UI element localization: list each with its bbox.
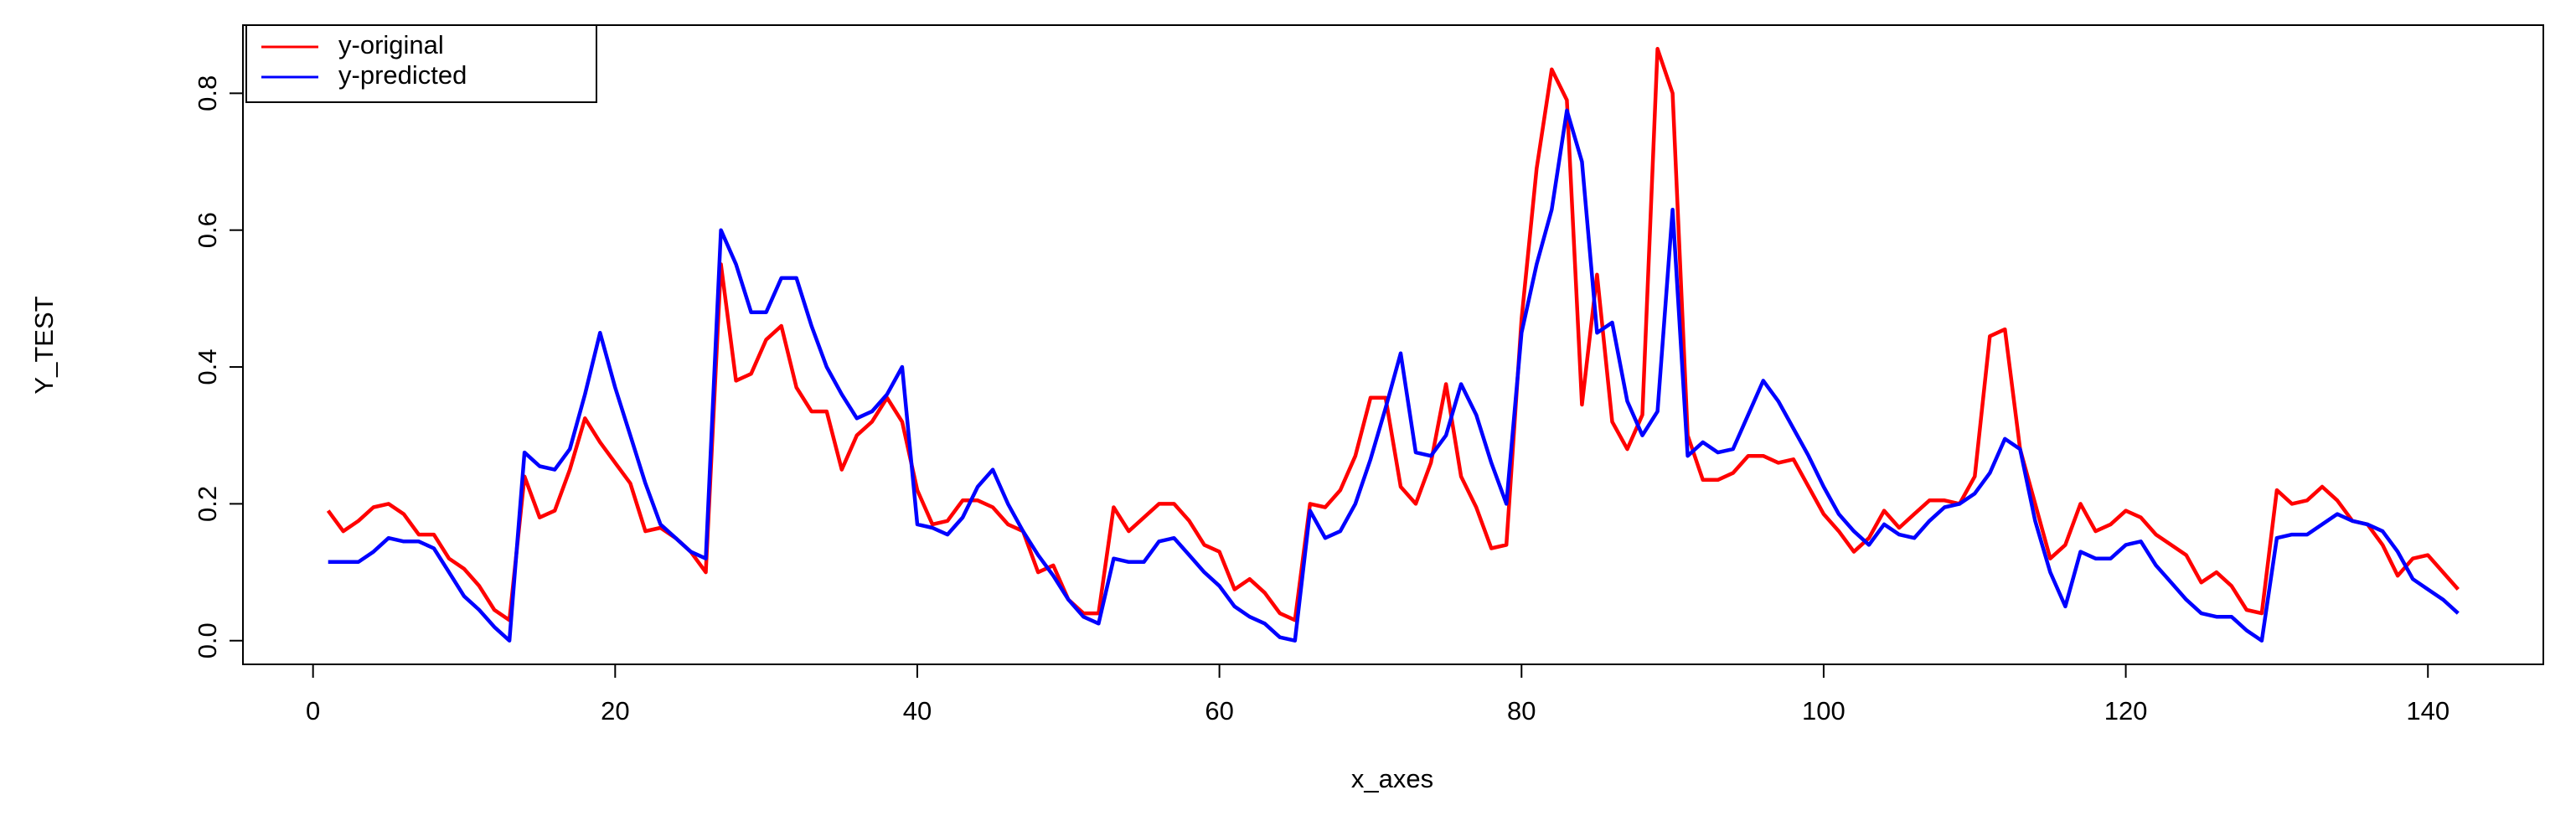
legend-label: y-predicted: [338, 60, 467, 90]
y-tick-label: 0.2: [193, 486, 222, 522]
y-axis-label: Y_TEST: [29, 296, 59, 394]
y-tick-label: 0.4: [193, 349, 222, 385]
legend-box: [245, 24, 597, 103]
y-tick-label: 0.0: [193, 622, 222, 658]
x-tick-label: 120: [2104, 696, 2148, 725]
x-axis-label: x_axes: [1351, 764, 1433, 793]
x-tick-label: 80: [1507, 696, 1536, 725]
x-tick-label: 20: [601, 696, 629, 725]
x-tick-label: 100: [1802, 696, 1846, 725]
x-tick-label: 60: [1205, 696, 1233, 725]
x-tick-label: 0: [306, 696, 320, 725]
plot-frame: [242, 24, 2544, 665]
x-tick-label: 140: [2406, 696, 2450, 725]
series-line: [326, 47, 2460, 622]
series-line: [328, 108, 2460, 643]
legend-label: y-original: [338, 30, 444, 59]
y-tick-label: 0.6: [193, 212, 222, 248]
x-tick-label: 40: [903, 696, 932, 725]
y-tick-label: 0.8: [193, 75, 222, 111]
